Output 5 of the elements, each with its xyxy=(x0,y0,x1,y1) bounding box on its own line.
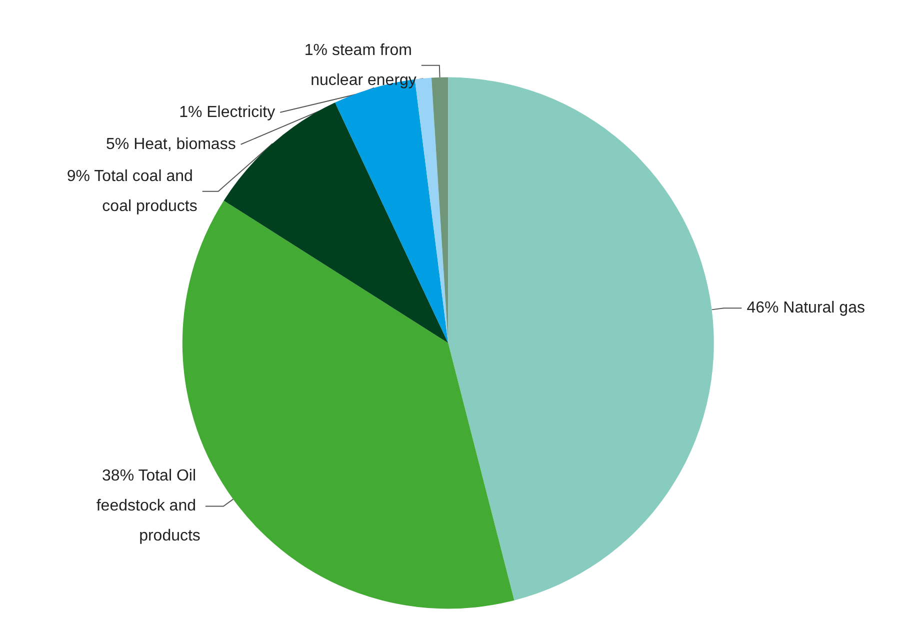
slice-label: 38% Total Oil feedstock and products xyxy=(96,468,200,545)
slice-label: 5% Heat, biomass xyxy=(106,136,236,153)
slice-label: 1% Electricity xyxy=(179,104,276,121)
slice-label: 9% Total coal and coal products xyxy=(66,168,198,215)
slice-label: 46% Natural gas xyxy=(746,300,865,317)
